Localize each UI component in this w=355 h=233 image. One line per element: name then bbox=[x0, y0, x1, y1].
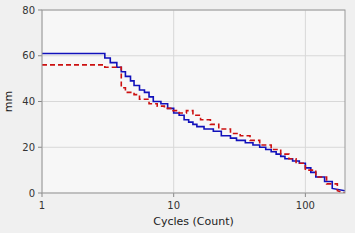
series-group bbox=[42, 53, 345, 193]
tick-label: 0 bbox=[29, 188, 35, 199]
chart: 1 10 100 0 20 40 60 80 Cycles (Count) mm bbox=[0, 0, 355, 233]
grid bbox=[42, 10, 345, 193]
tick bbox=[38, 101, 42, 102]
tick-label: 100 bbox=[296, 200, 315, 211]
grid-line bbox=[42, 101, 345, 102]
tick-label: 80 bbox=[22, 5, 35, 16]
tick bbox=[38, 10, 42, 11]
tick bbox=[38, 55, 42, 56]
grid-line bbox=[42, 147, 345, 148]
frame bbox=[42, 10, 345, 193]
plot-area bbox=[42, 10, 345, 193]
tick-label: 20 bbox=[22, 142, 35, 153]
x-axis-label: Cycles (Count) bbox=[153, 215, 234, 228]
grid-line bbox=[42, 55, 345, 56]
tick bbox=[42, 193, 43, 197]
y-axis-label: mm bbox=[2, 91, 15, 112]
tick-label: 10 bbox=[167, 200, 180, 211]
tick-label: 40 bbox=[22, 96, 35, 107]
tick bbox=[305, 193, 306, 197]
tick bbox=[173, 193, 174, 197]
tick-label: 1 bbox=[39, 200, 45, 211]
tick bbox=[38, 147, 42, 148]
line bbox=[42, 53, 345, 190]
tick-label: 60 bbox=[22, 50, 35, 61]
tick bbox=[38, 193, 42, 194]
line bbox=[42, 65, 345, 193]
